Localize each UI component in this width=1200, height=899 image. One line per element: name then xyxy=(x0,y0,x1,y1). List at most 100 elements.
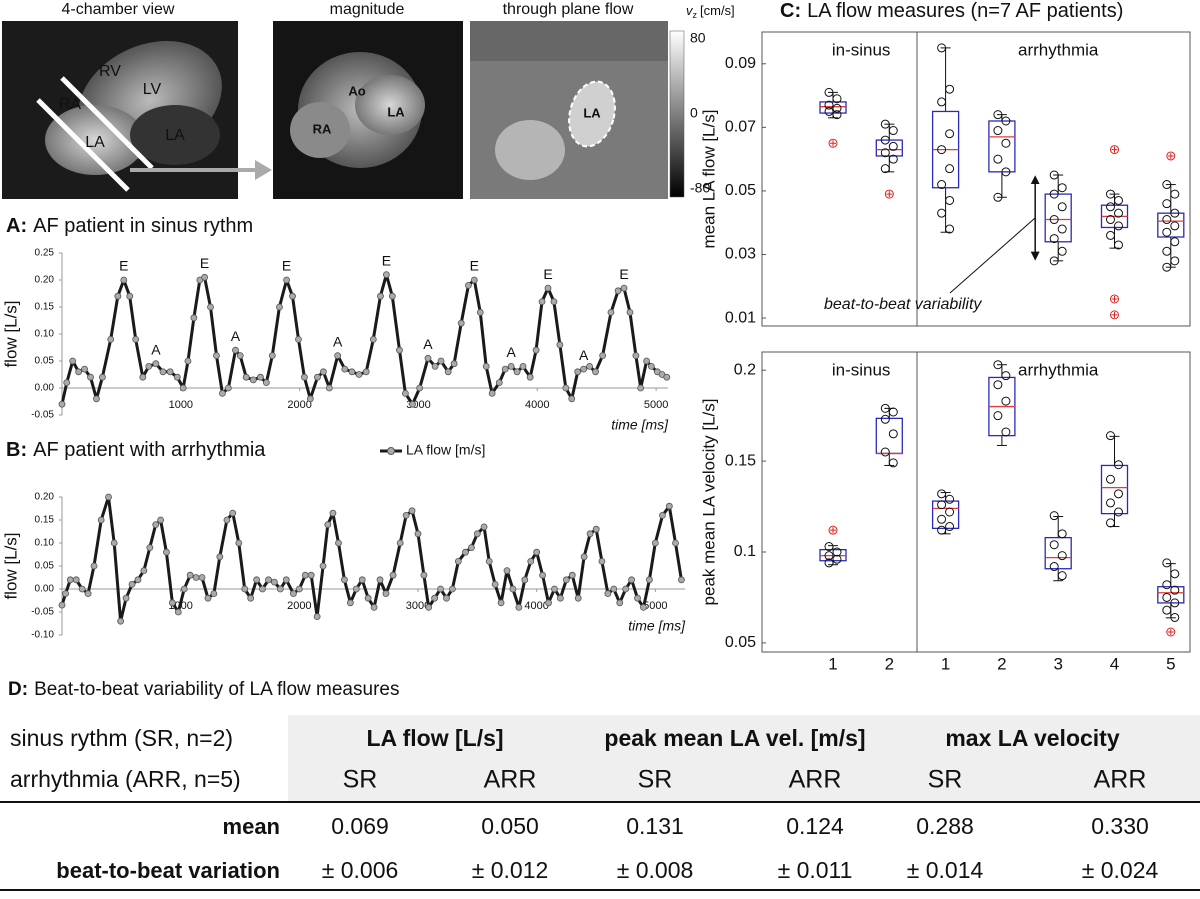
point xyxy=(325,384,333,392)
box xyxy=(1044,536,1072,570)
point xyxy=(166,368,174,376)
point xyxy=(341,576,348,584)
point xyxy=(647,362,655,370)
data-point xyxy=(1106,215,1115,225)
data-point xyxy=(1170,612,1180,622)
point xyxy=(207,303,214,311)
data-point xyxy=(1049,256,1059,266)
outlier-cross xyxy=(1167,152,1174,159)
data-point xyxy=(1114,221,1123,231)
header-shade xyxy=(288,715,1200,801)
data-point xyxy=(1057,224,1067,234)
point xyxy=(335,539,342,547)
point xyxy=(568,571,576,579)
table-cell: ± 0.006 xyxy=(322,857,399,883)
data-point xyxy=(1106,498,1115,508)
point xyxy=(229,509,237,517)
point xyxy=(213,352,220,360)
point xyxy=(480,523,488,531)
image-label: Ao xyxy=(348,83,365,98)
point xyxy=(568,395,576,403)
point xyxy=(301,571,309,579)
data-point xyxy=(880,119,890,129)
outlier-cross xyxy=(1111,146,1118,153)
annotation: A xyxy=(506,344,516,360)
point xyxy=(236,352,244,360)
point xyxy=(454,558,462,565)
point xyxy=(126,292,134,300)
row-label: beat-to-beat variation xyxy=(56,858,280,883)
point xyxy=(63,379,71,387)
data-point xyxy=(993,192,1003,202)
data-point xyxy=(888,154,898,164)
data-point xyxy=(1170,237,1180,247)
point xyxy=(105,493,112,501)
table-legend: sinus rythm (SR, n=2) xyxy=(10,725,233,751)
point xyxy=(276,303,283,311)
data-point xyxy=(1170,598,1180,608)
chart-title: B: AF patient with arrhythmia xyxy=(6,439,266,461)
data-point xyxy=(1001,138,1011,148)
data-point xyxy=(1106,189,1115,199)
point xyxy=(610,585,618,593)
outlier-cross xyxy=(1167,629,1174,635)
point xyxy=(247,594,255,602)
point xyxy=(491,581,499,588)
point xyxy=(198,574,206,581)
point xyxy=(614,287,622,295)
data-point xyxy=(1114,208,1123,218)
image-magnitude xyxy=(273,21,463,199)
column-header: ARR xyxy=(484,766,537,794)
x-tick-label: 5000 xyxy=(643,600,667,612)
point xyxy=(449,585,456,593)
data-point xyxy=(880,447,890,457)
point xyxy=(497,599,505,607)
point xyxy=(604,590,612,597)
image-label: RA xyxy=(59,96,82,113)
chart-title-text: LA flow measures (n=7 AF patients) xyxy=(807,0,1123,22)
point xyxy=(66,576,74,584)
point xyxy=(352,585,360,593)
column-group: peak mean LA vel. [m/s] xyxy=(604,725,865,751)
point xyxy=(99,373,106,381)
y-tick-label: 0.2 xyxy=(734,361,756,378)
data-point xyxy=(1162,180,1172,190)
group-label: arrhythmia xyxy=(1018,40,1099,59)
chart-title: C: LA flow measures (n=7 AF patients) xyxy=(780,0,1123,22)
outlier xyxy=(1110,294,1119,304)
outlier xyxy=(1110,145,1119,155)
point xyxy=(78,585,86,593)
outlier-cross xyxy=(830,140,836,147)
data-point xyxy=(993,126,1003,136)
data-point xyxy=(824,558,834,568)
chart-title-text: AF patient with arrhythmia xyxy=(33,439,266,461)
point xyxy=(329,509,337,517)
point xyxy=(180,585,188,593)
point xyxy=(364,594,372,602)
point xyxy=(396,539,404,547)
data-point xyxy=(1049,189,1059,199)
data-point xyxy=(1114,489,1123,499)
data-point xyxy=(1170,189,1180,199)
point xyxy=(521,576,529,584)
data-point xyxy=(937,43,947,53)
point xyxy=(643,357,651,365)
table-legend: arrhythmia (ARR, n=5) xyxy=(10,766,241,792)
data-point xyxy=(824,106,834,116)
point xyxy=(276,585,284,593)
point xyxy=(416,384,424,392)
line xyxy=(60,495,683,623)
point xyxy=(223,516,231,524)
point xyxy=(592,525,600,533)
data-point xyxy=(1162,592,1172,602)
data-point xyxy=(937,180,947,190)
data-point xyxy=(880,414,890,424)
data-point xyxy=(832,547,842,557)
data-point xyxy=(1170,208,1180,218)
data-point xyxy=(937,97,947,107)
data-point xyxy=(1162,215,1172,225)
point xyxy=(232,346,239,354)
point xyxy=(424,354,432,362)
point xyxy=(519,362,527,370)
